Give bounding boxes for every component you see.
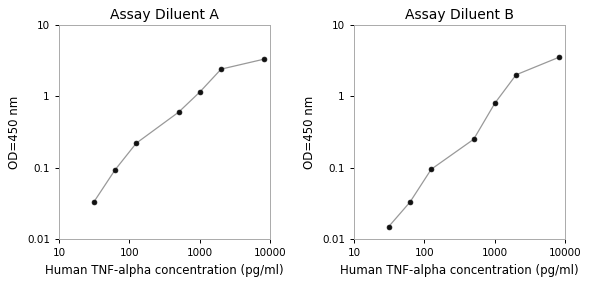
X-axis label: Human TNF-alpha concentration (pg/ml): Human TNF-alpha concentration (pg/ml): [45, 264, 284, 277]
X-axis label: Human TNF-alpha concentration (pg/ml): Human TNF-alpha concentration (pg/ml): [340, 264, 579, 277]
Y-axis label: OD=450 nm: OD=450 nm: [303, 95, 316, 169]
Y-axis label: OD=450 nm: OD=450 nm: [8, 95, 21, 169]
Title: Assay Diluent B: Assay Diluent B: [405, 8, 514, 22]
Title: Assay Diluent A: Assay Diluent A: [110, 8, 219, 22]
